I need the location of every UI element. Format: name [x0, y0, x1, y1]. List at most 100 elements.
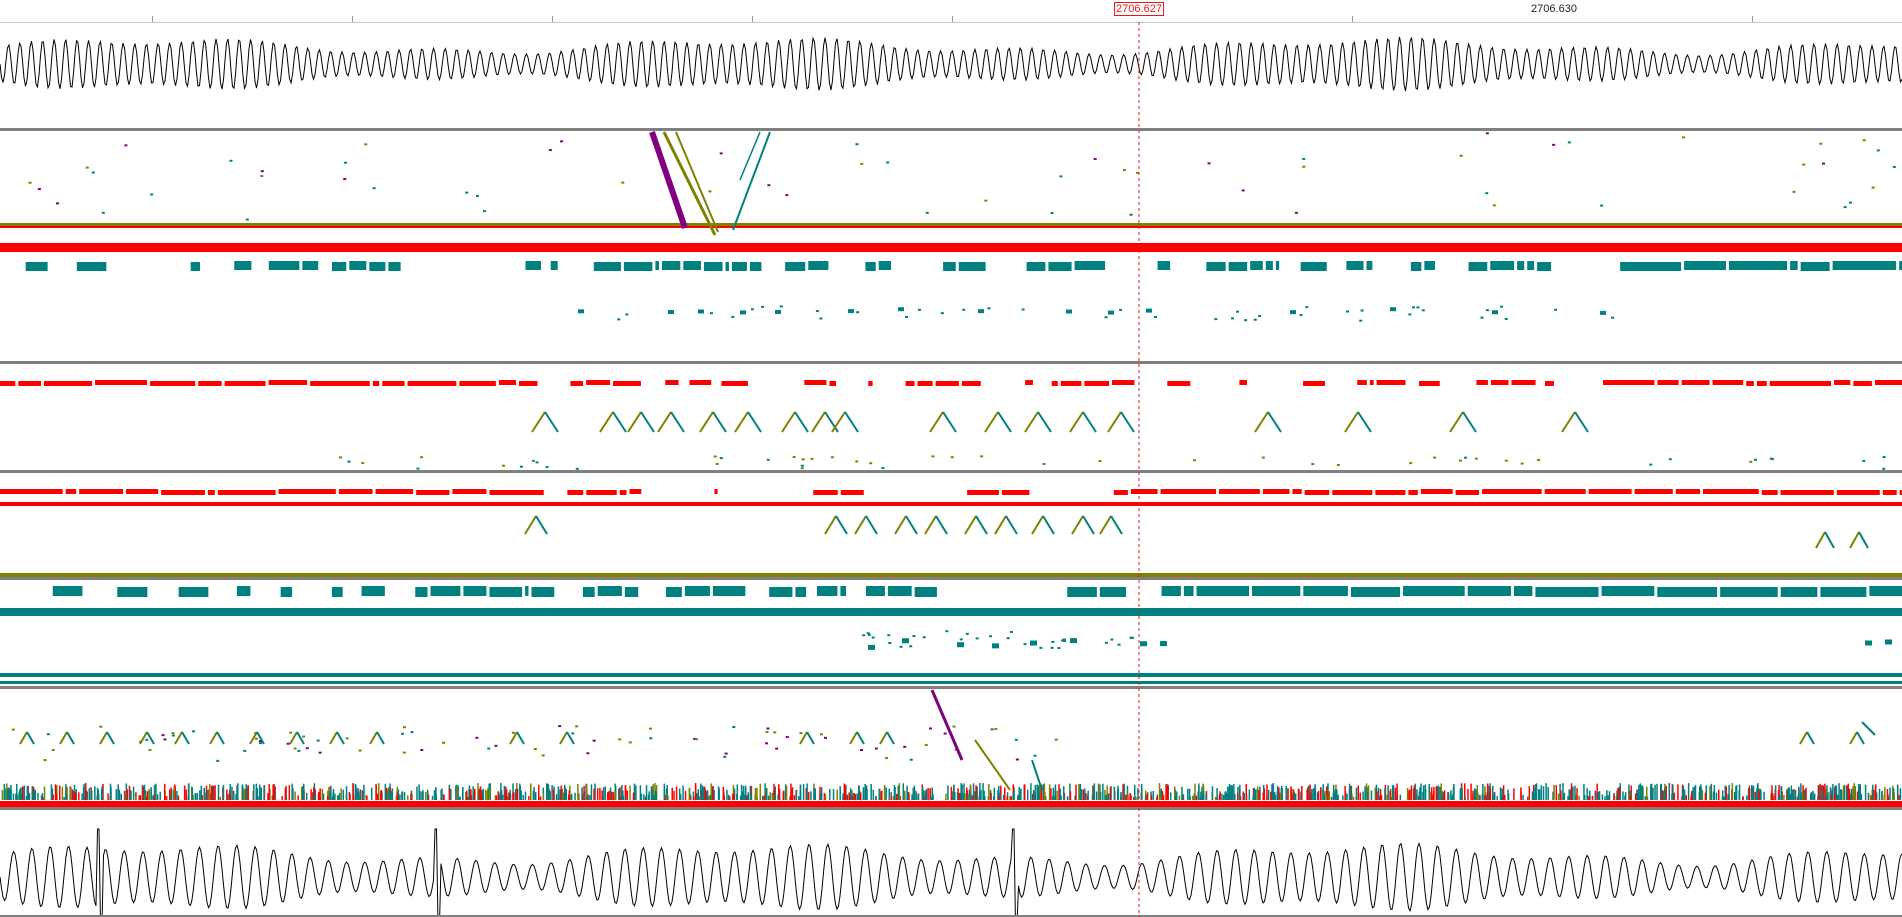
noise-mark: [1860, 793, 1863, 800]
noise-mark: [856, 793, 858, 800]
noise-mark: [37, 792, 39, 800]
red-band: [1025, 380, 1033, 385]
noise-mark: [247, 785, 249, 800]
noise-mark: [253, 784, 255, 800]
noise-mark: [557, 786, 560, 800]
noise-mark: [435, 787, 437, 800]
noise-mark: [1687, 783, 1690, 800]
noise-mark: [1097, 783, 1100, 800]
noise-mark: [1050, 788, 1052, 800]
red-band: [217, 490, 276, 495]
noise-mark: [1825, 795, 1827, 800]
scatter-mark: [775, 747, 779, 750]
noise-mark: [1052, 787, 1055, 800]
noise-mark: [424, 791, 427, 800]
scatter-mark: [91, 171, 95, 174]
noise-mark: [488, 787, 491, 800]
scatter-mark: [302, 735, 306, 738]
noise-mark: [982, 783, 984, 800]
noise-mark: [1256, 786, 1259, 800]
scatter-mark: [1892, 165, 1896, 168]
noise-mark: [1085, 793, 1087, 800]
noise-mark: [155, 783, 157, 800]
noise-mark: [1078, 783, 1080, 800]
scatter-mark: [531, 459, 535, 462]
noise-mark: [772, 794, 774, 800]
chevron-mark: [894, 515, 907, 535]
scatter-mark: [1057, 647, 1061, 650]
noise-mark: [263, 785, 265, 800]
chevron-mark: [1024, 411, 1039, 433]
noise-mark: [865, 785, 868, 800]
teal-band: [361, 586, 385, 596]
noise-mark: [1376, 791, 1378, 800]
scatter-mark: [1749, 460, 1753, 463]
noise-mark: [1133, 784, 1136, 800]
noise-mark: [896, 793, 898, 800]
chevron-mark: [670, 411, 685, 433]
noise-mark: [1394, 787, 1397, 800]
noise-mark: [21, 786, 24, 800]
noise-mark: [1058, 784, 1060, 800]
time-ruler[interactable]: 2706.627 2706.630: [0, 0, 1902, 23]
noise-mark: [602, 787, 605, 800]
noise-mark: [41, 793, 44, 800]
noise-mark: [911, 794, 913, 800]
red-band: [79, 489, 124, 494]
ruler-tick: [952, 16, 953, 22]
red-band: [268, 380, 308, 385]
noise-mark: [361, 790, 363, 800]
chevron-mark: [942, 411, 957, 433]
chevron-mark: [1344, 411, 1359, 433]
scatter-mark: [1054, 738, 1058, 741]
scatter-mark: [1433, 456, 1437, 459]
noise-mark: [1230, 785, 1232, 800]
noise-mark: [1095, 791, 1098, 800]
scatter-mark: [254, 737, 258, 740]
noise-mark: [1439, 786, 1441, 800]
chevron-mark: [905, 515, 918, 535]
noise-mark: [581, 787, 583, 800]
noise-mark: [778, 788, 781, 800]
noise-mark: [1790, 785, 1793, 800]
noise-mark: [1377, 787, 1380, 800]
noise-mark: [9, 790, 12, 800]
scatter-mark: [575, 725, 579, 728]
scatter-mark: [558, 725, 562, 728]
chevron-mark: [997, 411, 1012, 433]
red-band: [0, 243, 1902, 252]
scatter-mark: [372, 187, 376, 190]
red-band: [0, 226, 1902, 228]
red-band: [1375, 490, 1406, 495]
analysis-canvas[interactable]: [0, 22, 1902, 917]
red-band: [1834, 380, 1851, 385]
noise-mark: [1245, 794, 1248, 800]
noise-mark: [1470, 783, 1472, 800]
noise-mark: [1320, 788, 1322, 800]
noise-mark: [1229, 791, 1231, 800]
noise-mark: [1856, 791, 1859, 800]
red-band: [1420, 489, 1453, 494]
noise-mark: [1683, 789, 1686, 800]
noise-mark: [718, 792, 720, 800]
red-band: [0, 502, 1902, 506]
noise-mark: [384, 783, 387, 800]
scatter-mark: [975, 637, 979, 640]
noise-mark: [1889, 787, 1891, 800]
noise-mark: [1252, 795, 1254, 800]
noise-mark: [857, 785, 860, 800]
chevron-mark: [824, 411, 839, 433]
noise-mark: [524, 791, 527, 800]
noise-mark: [1629, 796, 1632, 800]
red-band: [586, 490, 617, 495]
scatter-mark: [855, 460, 859, 463]
red-band: [829, 381, 836, 386]
scatter-mark: [952, 725, 956, 728]
chevron-mark: [1042, 515, 1055, 535]
noise-mark: [426, 789, 429, 800]
noise-mark: [1178, 795, 1181, 800]
red-band: [1219, 489, 1260, 494]
noise-mark: [1043, 783, 1046, 800]
noise-mark: [1066, 796, 1069, 800]
red-band: [375, 489, 414, 494]
